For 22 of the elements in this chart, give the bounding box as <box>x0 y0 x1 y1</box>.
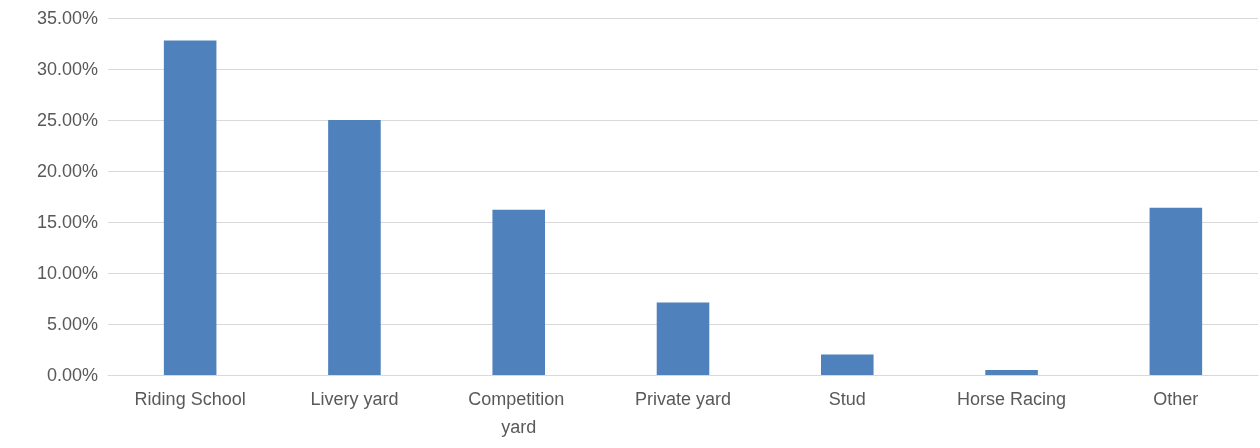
y-tick-label: 5.00% <box>46 314 98 334</box>
bar <box>328 120 381 375</box>
bar <box>656 302 710 375</box>
x-tick-label: Other <box>1153 389 1199 409</box>
x-tick-label: Private yard <box>634 389 732 409</box>
x-tick-label: Riding School <box>134 389 246 409</box>
y-tick-label: 35.00% <box>36 8 98 28</box>
x-tick-label: Stud <box>828 389 866 409</box>
y-tick-label: 30.00% <box>36 59 98 79</box>
bar <box>163 40 217 375</box>
bar <box>1149 207 1203 375</box>
y-tick-label: 0.00% <box>46 365 98 385</box>
y-tick-label: 25.00% <box>36 110 98 130</box>
y-tick-label: 20.00% <box>36 161 98 181</box>
bar <box>492 209 545 375</box>
bar <box>821 354 874 375</box>
bar <box>985 369 1038 375</box>
x-tick-label: Competition yard <box>468 389 570 437</box>
x-tick-label: Livery yard <box>310 389 399 409</box>
x-tick-label: Horse Racing <box>957 389 1067 409</box>
y-tick-label: 10.00% <box>36 263 98 283</box>
y-tick-label: 15.00% <box>36 212 98 232</box>
